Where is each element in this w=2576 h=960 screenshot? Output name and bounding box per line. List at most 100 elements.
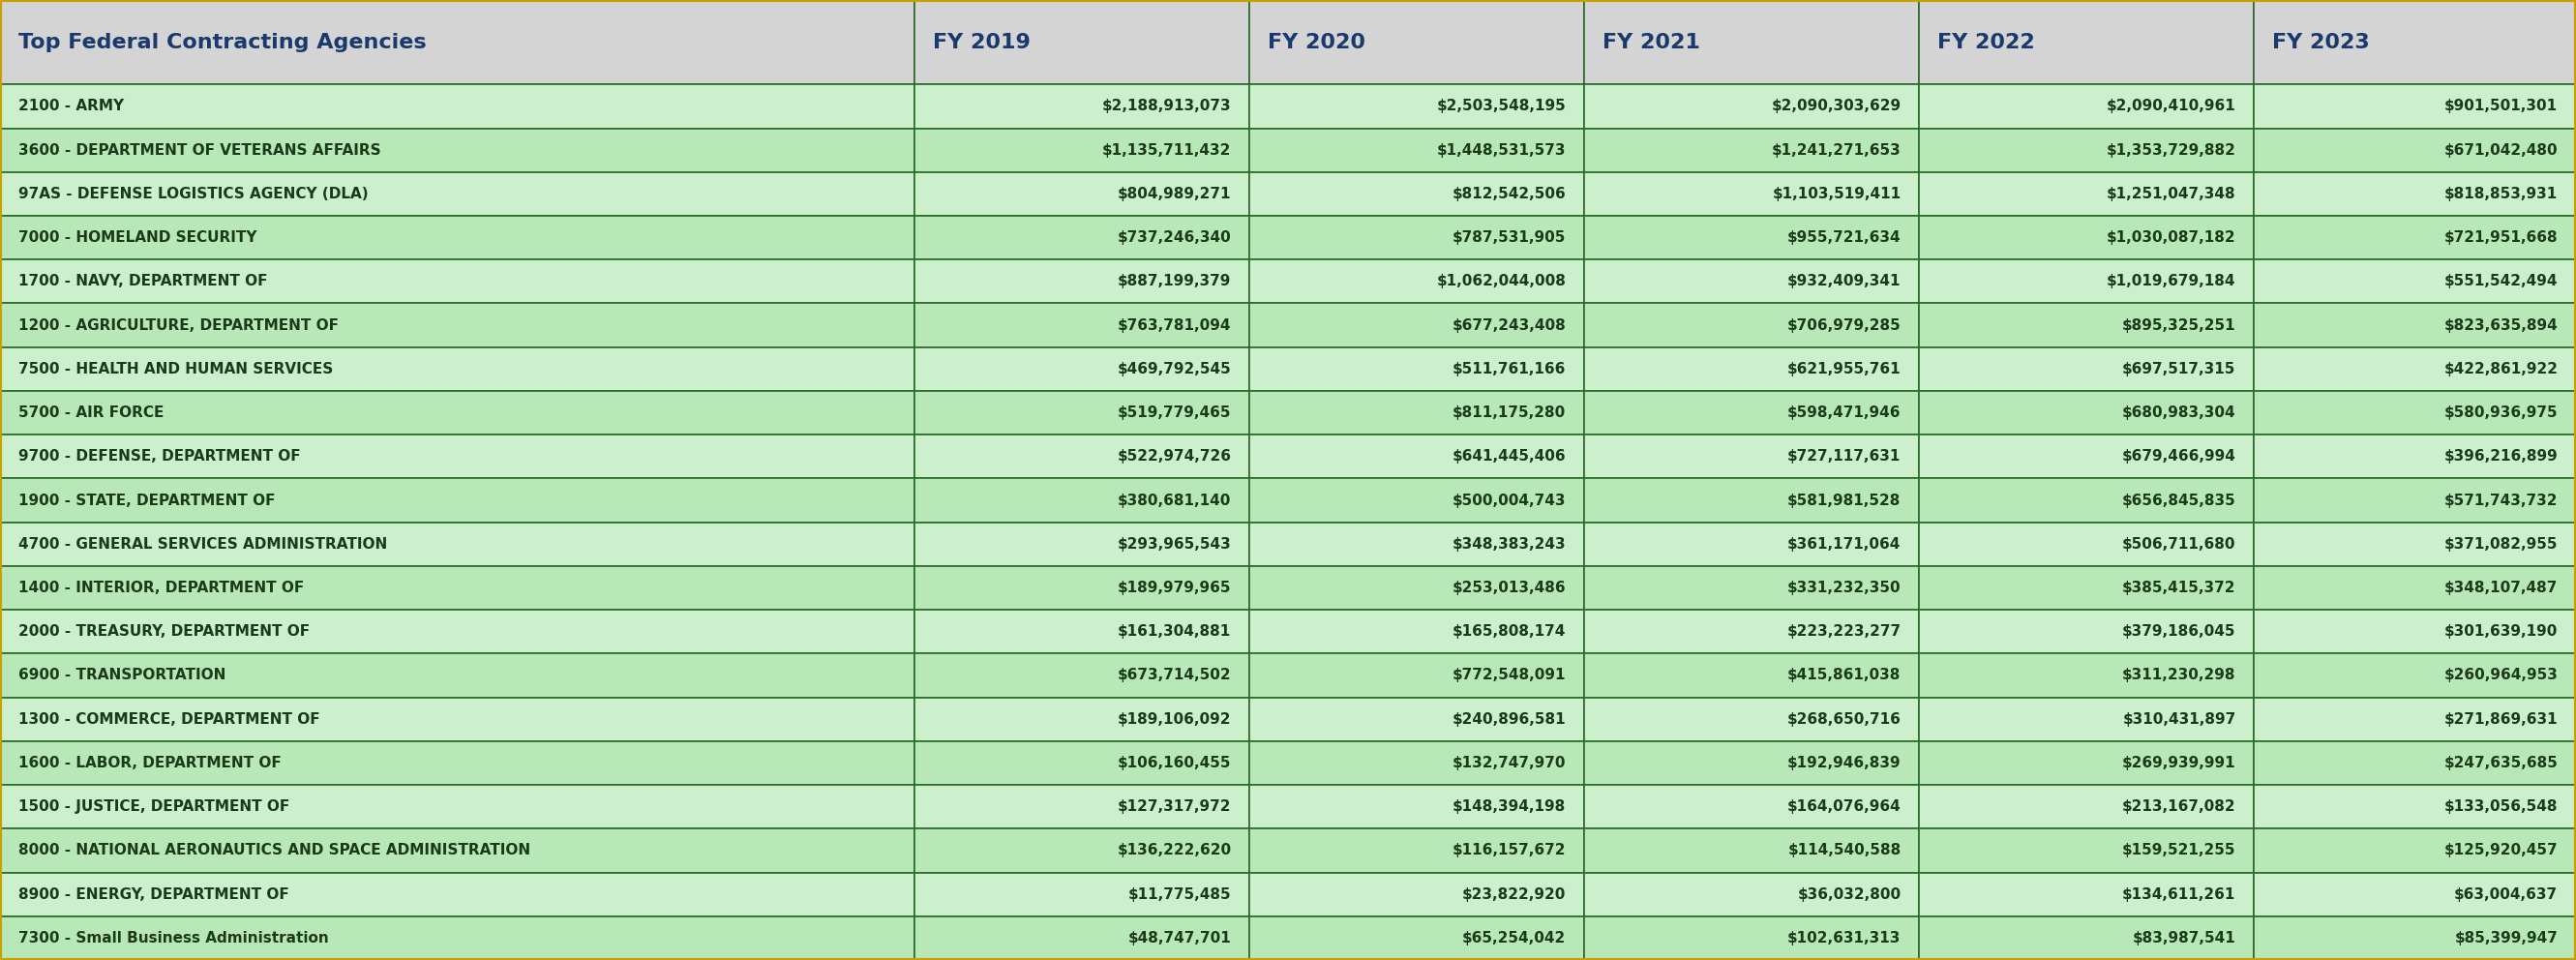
Text: $132,747,970: $132,747,970 (1453, 756, 1566, 770)
Text: 1900 - STATE, DEPARTMENT OF: 1900 - STATE, DEPARTMENT OF (18, 493, 276, 508)
Text: 7300 - Small Business Administration: 7300 - Small Business Administration (18, 931, 327, 946)
Bar (2254, 435, 2576, 478)
Text: $895,325,251: $895,325,251 (2123, 318, 2236, 332)
Text: $85,399,947: $85,399,947 (2455, 931, 2558, 946)
Bar (2254, 697, 2576, 741)
Text: $580,936,975: $580,936,975 (2445, 405, 2558, 420)
Text: 1200 - AGRICULTURE, DEPARTMENT OF: 1200 - AGRICULTURE, DEPARTMENT OF (18, 318, 337, 332)
Bar (1249, 172, 1584, 216)
Text: $1,062,044,008: $1,062,044,008 (1437, 275, 1566, 289)
Text: $415,861,038: $415,861,038 (1788, 668, 1901, 683)
Text: $253,013,486: $253,013,486 (1453, 581, 1566, 595)
Bar (0, 785, 914, 828)
Bar (0, 741, 914, 785)
Bar (1919, 348, 2254, 391)
Text: $641,445,406: $641,445,406 (1453, 449, 1566, 464)
Text: $361,171,064: $361,171,064 (1788, 537, 1901, 551)
Bar (914, 654, 1249, 697)
Bar (1919, 84, 2254, 129)
Bar (914, 785, 1249, 828)
Bar (1919, 828, 2254, 873)
Bar (2254, 522, 2576, 566)
Bar (0, 391, 914, 435)
Text: $269,939,991: $269,939,991 (2123, 756, 2236, 770)
Bar (1584, 216, 1919, 259)
Bar (2254, 259, 2576, 303)
Bar (2254, 129, 2576, 172)
Text: $247,635,685: $247,635,685 (2445, 756, 2558, 770)
Bar (914, 566, 1249, 610)
Text: $380,681,140: $380,681,140 (1118, 493, 1231, 508)
Text: $763,781,094: $763,781,094 (1118, 318, 1231, 332)
Bar (0, 129, 914, 172)
Bar (1584, 303, 1919, 348)
Text: FY 2020: FY 2020 (1267, 33, 1365, 52)
Text: 9700 - DEFENSE, DEPARTMENT OF: 9700 - DEFENSE, DEPARTMENT OF (18, 449, 301, 464)
Bar (1249, 84, 1584, 129)
Bar (914, 84, 1249, 129)
Text: 1700 - NAVY, DEPARTMENT OF: 1700 - NAVY, DEPARTMENT OF (18, 275, 268, 289)
Text: $260,964,953: $260,964,953 (2445, 668, 2558, 683)
Bar (1919, 522, 2254, 566)
Bar (1919, 610, 2254, 654)
Bar (1249, 873, 1584, 916)
Bar (1249, 0, 1584, 84)
Bar (0, 0, 914, 84)
Text: $598,471,946: $598,471,946 (1788, 405, 1901, 420)
Text: $348,383,243: $348,383,243 (1453, 537, 1566, 551)
Bar (914, 828, 1249, 873)
Bar (0, 216, 914, 259)
Text: $673,714,502: $673,714,502 (1118, 668, 1231, 683)
Text: $680,983,304: $680,983,304 (2123, 405, 2236, 420)
Text: 2100 - ARMY: 2100 - ARMY (18, 99, 124, 113)
Bar (1249, 522, 1584, 566)
Bar (2254, 216, 2576, 259)
Bar (1584, 478, 1919, 522)
Bar (2254, 478, 2576, 522)
Bar (0, 697, 914, 741)
Bar (1584, 522, 1919, 566)
Text: $811,175,280: $811,175,280 (1453, 405, 1566, 420)
Text: 1400 - INTERIOR, DEPARTMENT OF: 1400 - INTERIOR, DEPARTMENT OF (18, 581, 304, 595)
Bar (1584, 785, 1919, 828)
Text: $311,230,298: $311,230,298 (2123, 668, 2236, 683)
Text: $621,955,761: $621,955,761 (1788, 362, 1901, 376)
Bar (914, 303, 1249, 348)
Bar (2254, 873, 2576, 916)
Bar (1919, 478, 2254, 522)
Text: $102,631,313: $102,631,313 (1788, 931, 1901, 946)
Text: $36,032,800: $36,032,800 (1798, 887, 1901, 901)
Text: $500,004,743: $500,004,743 (1453, 493, 1566, 508)
Bar (1249, 303, 1584, 348)
Bar (2254, 0, 2576, 84)
Bar (1249, 916, 1584, 960)
Text: $161,304,881: $161,304,881 (1118, 624, 1231, 639)
Text: $469,792,545: $469,792,545 (1118, 362, 1231, 376)
Text: $522,974,726: $522,974,726 (1118, 449, 1231, 464)
Text: $11,775,485: $11,775,485 (1128, 887, 1231, 901)
Text: $148,394,198: $148,394,198 (1453, 800, 1566, 814)
Text: $1,019,679,184: $1,019,679,184 (2107, 275, 2236, 289)
Text: $192,946,839: $192,946,839 (1788, 756, 1901, 770)
Text: $63,004,637: $63,004,637 (2455, 887, 2558, 901)
Bar (0, 873, 914, 916)
Bar (1919, 741, 2254, 785)
Bar (0, 348, 914, 391)
Bar (2254, 348, 2576, 391)
Text: $823,635,894: $823,635,894 (2445, 318, 2558, 332)
Text: $189,979,965: $189,979,965 (1118, 581, 1231, 595)
Bar (0, 610, 914, 654)
Bar (0, 566, 914, 610)
Text: $223,223,277: $223,223,277 (1788, 624, 1901, 639)
Bar (2254, 654, 2576, 697)
Text: 8900 - ENERGY, DEPARTMENT OF: 8900 - ENERGY, DEPARTMENT OF (18, 887, 289, 901)
Text: $671,042,480: $671,042,480 (2445, 143, 2558, 157)
Bar (1249, 435, 1584, 478)
Text: 1600 - LABOR, DEPARTMENT OF: 1600 - LABOR, DEPARTMENT OF (18, 756, 281, 770)
Bar (914, 697, 1249, 741)
Bar (1584, 259, 1919, 303)
Text: 5700 - AIR FORCE: 5700 - AIR FORCE (18, 405, 162, 420)
Text: $737,246,340: $737,246,340 (1118, 230, 1231, 245)
Bar (1249, 785, 1584, 828)
Text: $165,808,174: $165,808,174 (1453, 624, 1566, 639)
